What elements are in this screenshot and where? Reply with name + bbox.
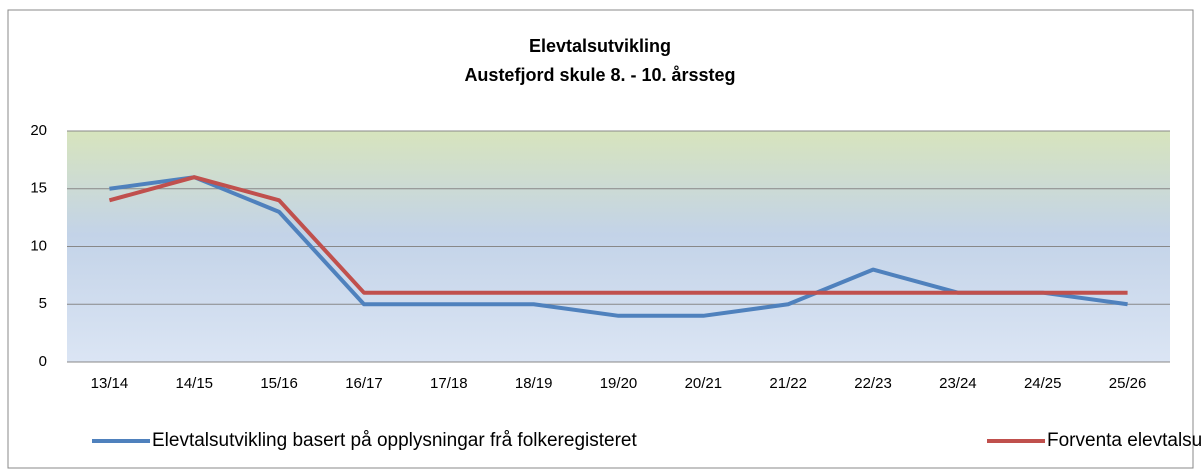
y-tick-label: 20 [30,122,47,139]
x-tick-label: 16/17 [345,375,383,392]
x-tick-label: 22/23 [854,375,892,392]
x-tick-label: 18/19 [515,375,553,392]
legend-label: Elevtalsutvikling basert på opplysningar… [152,430,637,451]
y-tick-label: 10 [30,237,47,254]
x-tick-label: 13/14 [91,375,129,392]
x-tick-label: 23/24 [939,375,977,392]
x-tick-label: 19/20 [600,375,638,392]
y-tick-label: 0 [39,353,47,370]
x-tick-label: 14/15 [175,375,213,392]
x-tick-label: 17/18 [430,375,468,392]
y-tick-label: 5 [39,295,47,312]
x-tick-label: 25/26 [1109,375,1147,392]
y-tick-label: 15 [30,180,47,197]
chart-title: Elevtalsutvikling [529,36,671,56]
legend-label: Forventa elevtalsutvikling [1047,430,1201,451]
x-tick-label: 15/16 [260,375,298,392]
x-tick-label: 20/21 [685,375,723,392]
x-tick-label: 21/22 [769,375,807,392]
chart-subtitle: Austefjord skule 8. - 10. årssteg [464,65,735,85]
series-line [108,175,1128,295]
x-tick-label: 24/25 [1024,375,1062,392]
